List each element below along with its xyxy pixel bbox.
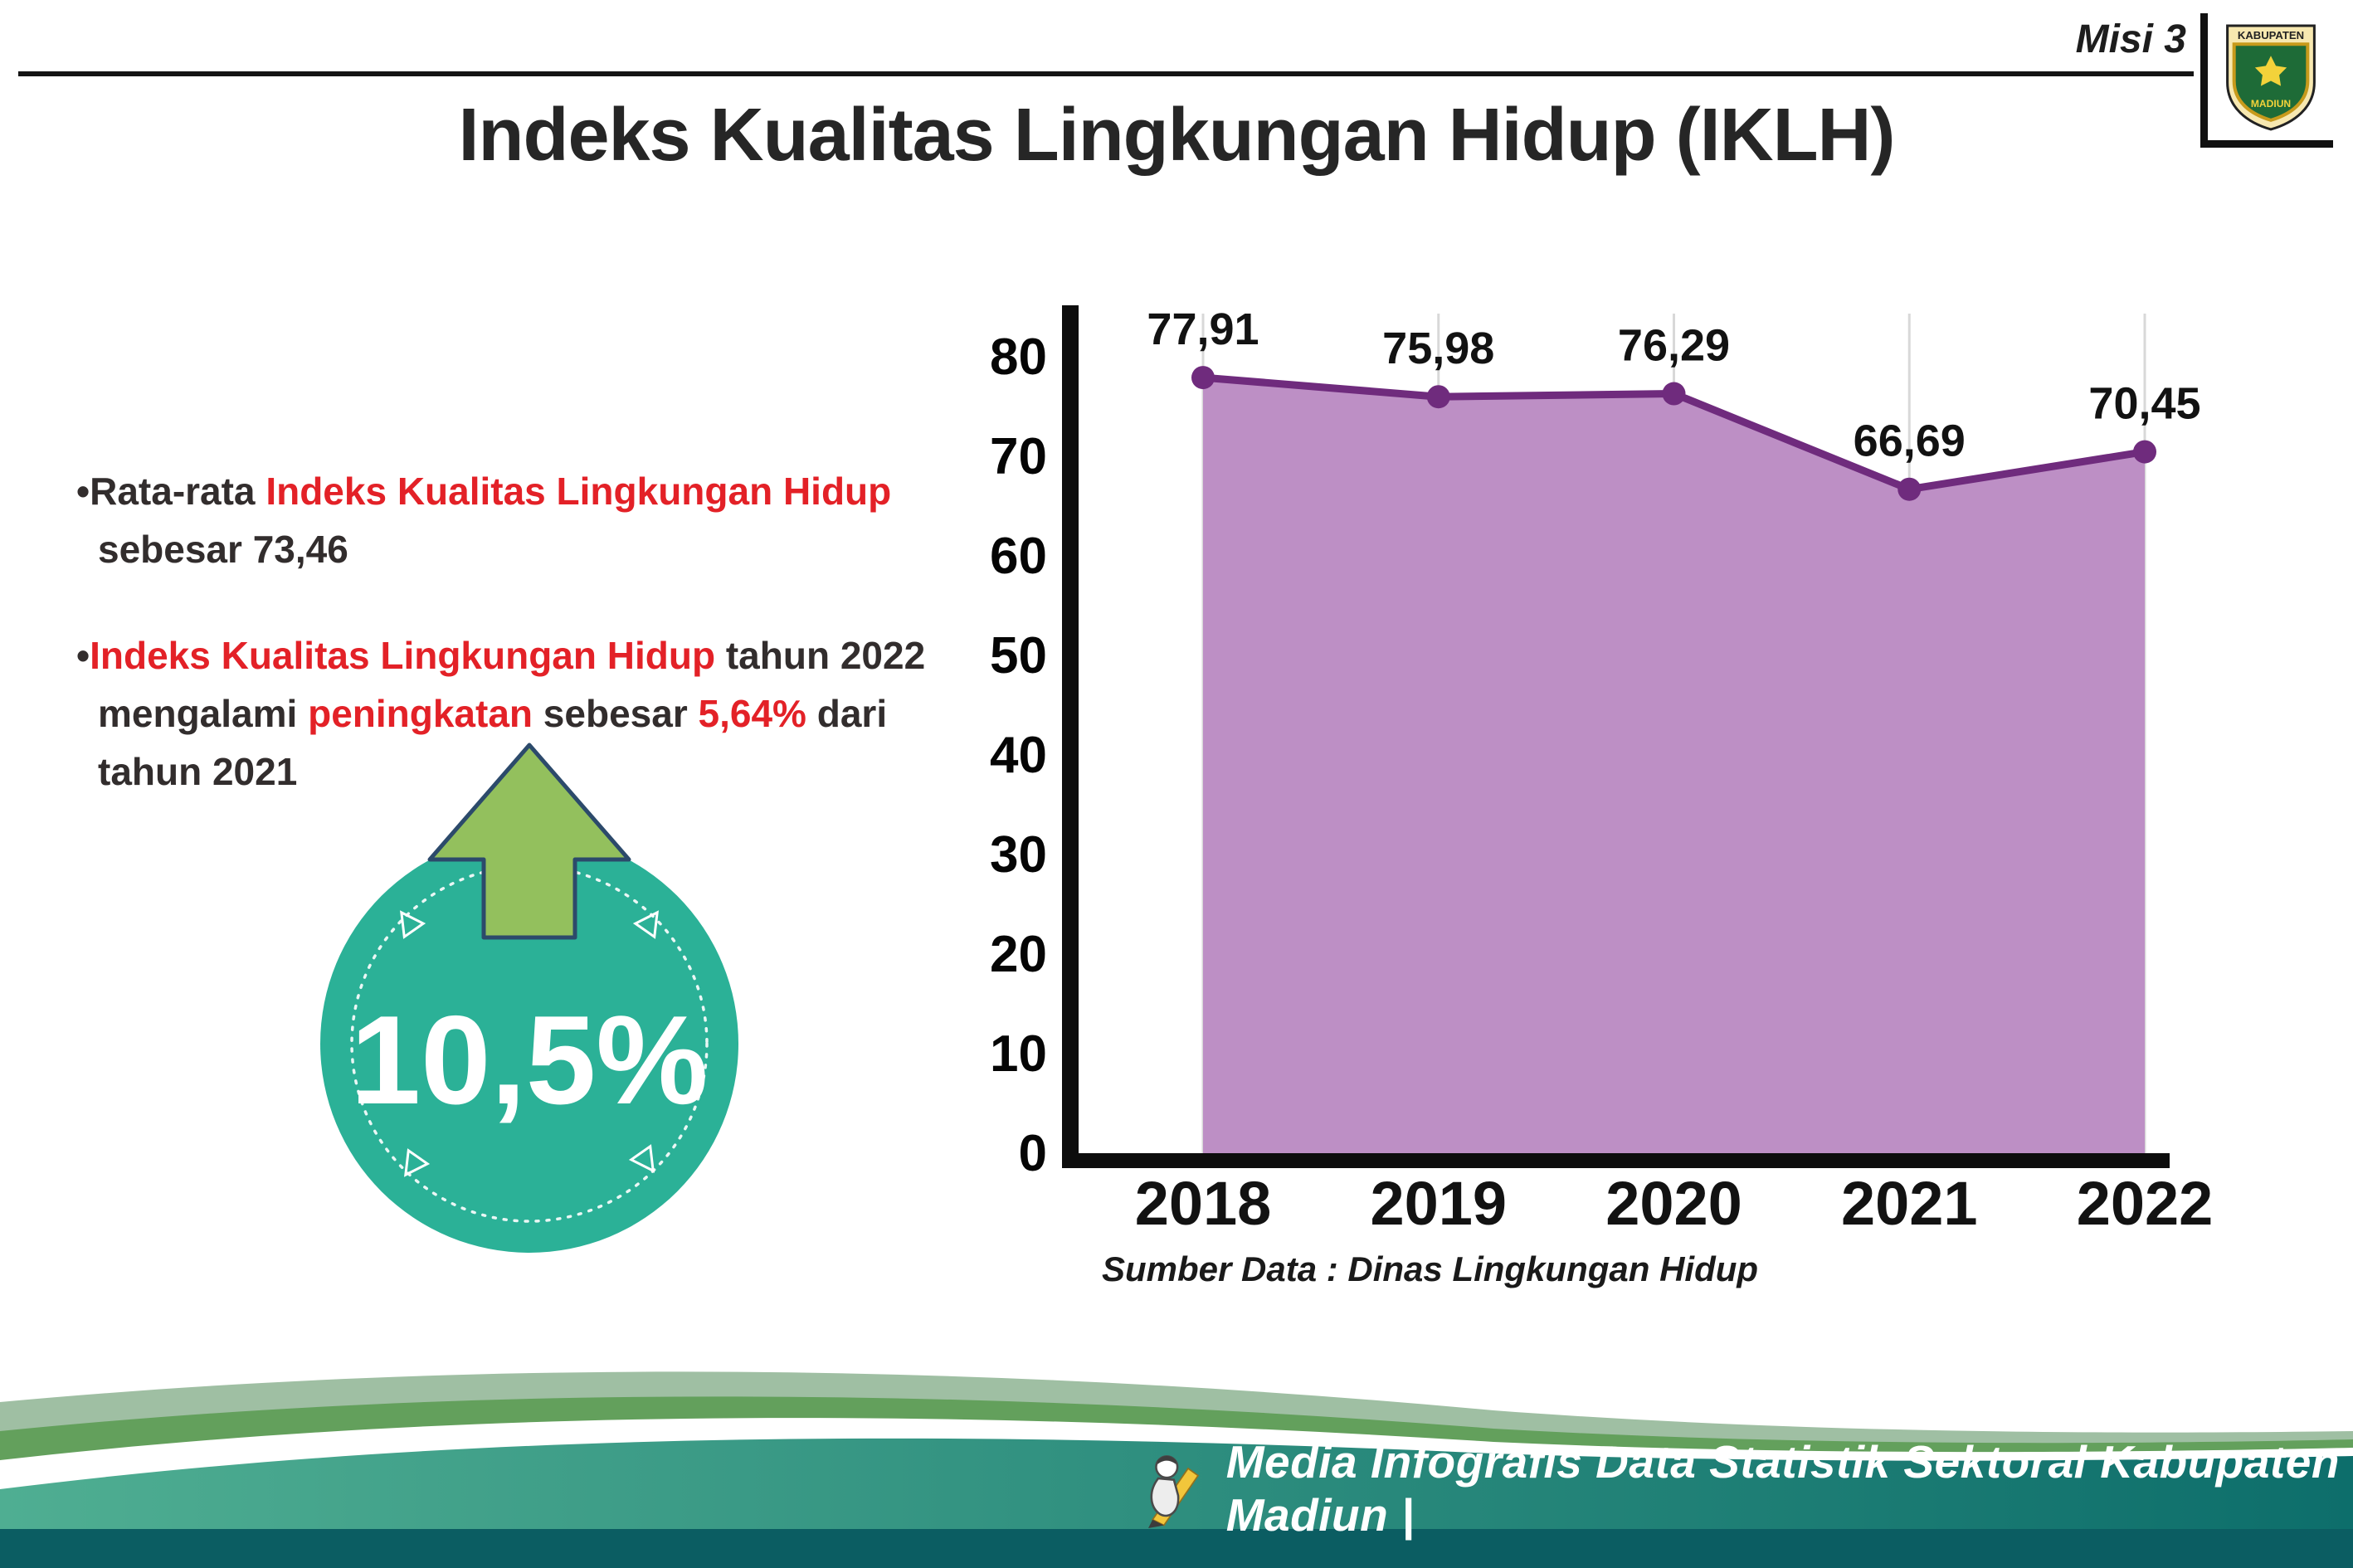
y-axis-tick-label: 10 [990,1025,1047,1083]
chart-point [1898,477,1922,501]
data-value-label: 75,98 [1382,324,1494,373]
x-axis-category-label: 2019 [1370,1169,1507,1238]
x-axis-category-label: 2021 [1841,1169,1978,1238]
badge-tick-triangle [628,1144,655,1173]
body-text: sebesar [533,691,699,735]
y-axis-tick-label: 0 [1019,1125,1047,1182]
x-axis-category-label: 2018 [1135,1169,1272,1238]
y-axis-tick-label: 70 [990,428,1047,485]
chart-source-note: Sumber Data : Dinas Lingkungan Hidup [1102,1249,1759,1288]
bullet-marker: • [76,633,90,677]
y-axis-tick-label: 30 [990,826,1047,884]
bullet-item: •Rata-rata Indeks Kualitas Lingkungan Hi… [76,463,964,579]
highlight-text: Indeks Kualitas Lingkungan Hidup [90,633,716,677]
body-text: sebesar 73,46 [98,527,348,571]
badge-tick-triangle [632,910,659,939]
kabupaten-madiun-logo: KABUPATEN MADIUN [2200,13,2333,148]
badge-tick-triangle [404,1148,431,1177]
body-text: dari tahun 2021 [98,691,888,793]
header-divider [18,71,2194,76]
x-axis-bar [1062,1153,2170,1168]
data-value-label: 66,69 [1854,416,1966,466]
page-title: Indeks Kualitas Lingkungan Hidup (IKLH) [458,94,1895,177]
x-axis-category-label: 2020 [1605,1169,1742,1238]
bullet-marker: • [76,470,90,513]
crest-top-text: KABUPATEN [2237,29,2303,41]
data-value-label: 76,29 [1618,321,1730,371]
highlight-text: Indeks Kualitas Lingkungan Hidup [266,470,892,513]
chart-area [1203,377,2145,1153]
badge-tick-triangle [400,910,426,939]
iklh-chart: 0 10 20 30 40 50 60 70 80 77,91 75,98 76,29 66,69 70,… [962,290,2224,1289]
chart-point [1662,382,1686,406]
chart-point [1191,366,1215,390]
badge-value: 10,5% [351,990,709,1131]
footer: Media Infografis Data Statistik Sektoral… [1138,1436,2353,1541]
badge-dashed-ring [350,864,709,1223]
infographic-mascot-icon [1147,1455,1200,1528]
bullet-list: •Rata-rata Indeks Kualitas Lingkungan Hi… [76,463,964,801]
footer-caption: Media Infografis Data Statistik Sektoral… [1225,1436,2340,1541]
y-axis-tick-label: 80 [990,329,1047,386]
kabupaten-madiun-crest: KABUPATEN MADIUN [2225,24,2316,131]
y-axis-tick-label: 60 [990,528,1047,585]
y-axis-tick-label: 40 [990,727,1047,784]
percentage-badge-circle [320,835,738,1253]
bullet-item: •Indeks Kualitas Lingkungan Hidup tahun … [76,627,964,801]
crest-bottom-text: MADIUN [2250,97,2290,109]
body-text: tahun 2022 mengalami [98,633,926,735]
body-text: Rata-rata [90,470,266,513]
y-axis-tick-label: 50 [990,627,1047,684]
data-value-label: 70,45 [2088,379,2200,429]
increase-arrow-icon [427,743,631,940]
crest-field [2232,41,2309,122]
data-value-label: 77,91 [1147,304,1259,354]
chart-point [2133,440,2156,464]
x-axis-category-label: 2022 [2077,1169,2214,1238]
crest-star-icon [2254,55,2287,86]
highlight-text: peningkatan [308,691,533,735]
iklh-chart-svg: 0 10 20 30 40 50 60 70 80 77,91 75,98 76,29 66,69 70,… [990,304,2213,1238]
increase-percentage-badge: 10,5% [320,743,738,1253]
misi-label: Misi 3 [2075,17,2186,61]
chart-point [1426,385,1450,409]
highlight-text: 5,64% [698,691,806,735]
footer-bottom-strip [0,1529,2353,1568]
y-axis-tick-label: 20 [990,926,1047,983]
y-axis-bar [1062,305,1079,1168]
